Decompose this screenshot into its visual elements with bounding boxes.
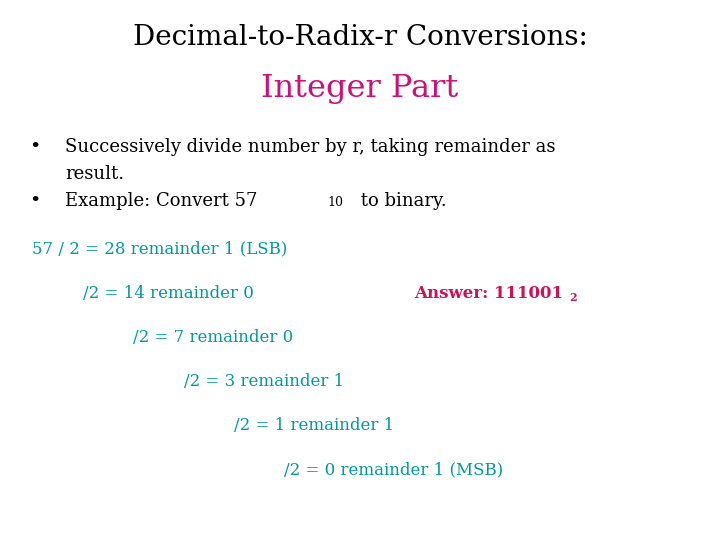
Text: •: • [29, 138, 40, 156]
Text: Decimal-to-Radix-r Conversions:: Decimal-to-Radix-r Conversions: [132, 24, 588, 51]
Text: /2 = 14 remainder 0: /2 = 14 remainder 0 [83, 285, 253, 301]
Text: Example: Convert 57: Example: Convert 57 [65, 192, 257, 210]
Text: •: • [29, 192, 40, 210]
Text: Successively divide number by r, taking remainder as: Successively divide number by r, taking … [65, 138, 555, 156]
Text: 10: 10 [328, 196, 343, 209]
Text: Integer Part: Integer Part [261, 73, 459, 104]
Text: result.: result. [65, 165, 124, 183]
Text: /2 = 1 remainder 1: /2 = 1 remainder 1 [234, 417, 395, 434]
Text: 57 / 2 = 28 remainder 1 (LSB): 57 / 2 = 28 remainder 1 (LSB) [32, 240, 288, 257]
Text: Answer: 111001: Answer: 111001 [414, 285, 563, 301]
Text: to binary.: to binary. [355, 192, 446, 210]
Text: 2: 2 [569, 292, 577, 302]
Text: /2 = 0 remainder 1 (MSB): /2 = 0 remainder 1 (MSB) [284, 462, 504, 478]
Text: /2 = 7 remainder 0: /2 = 7 remainder 0 [133, 329, 294, 346]
Text: /2 = 3 remainder 1: /2 = 3 remainder 1 [184, 373, 344, 390]
